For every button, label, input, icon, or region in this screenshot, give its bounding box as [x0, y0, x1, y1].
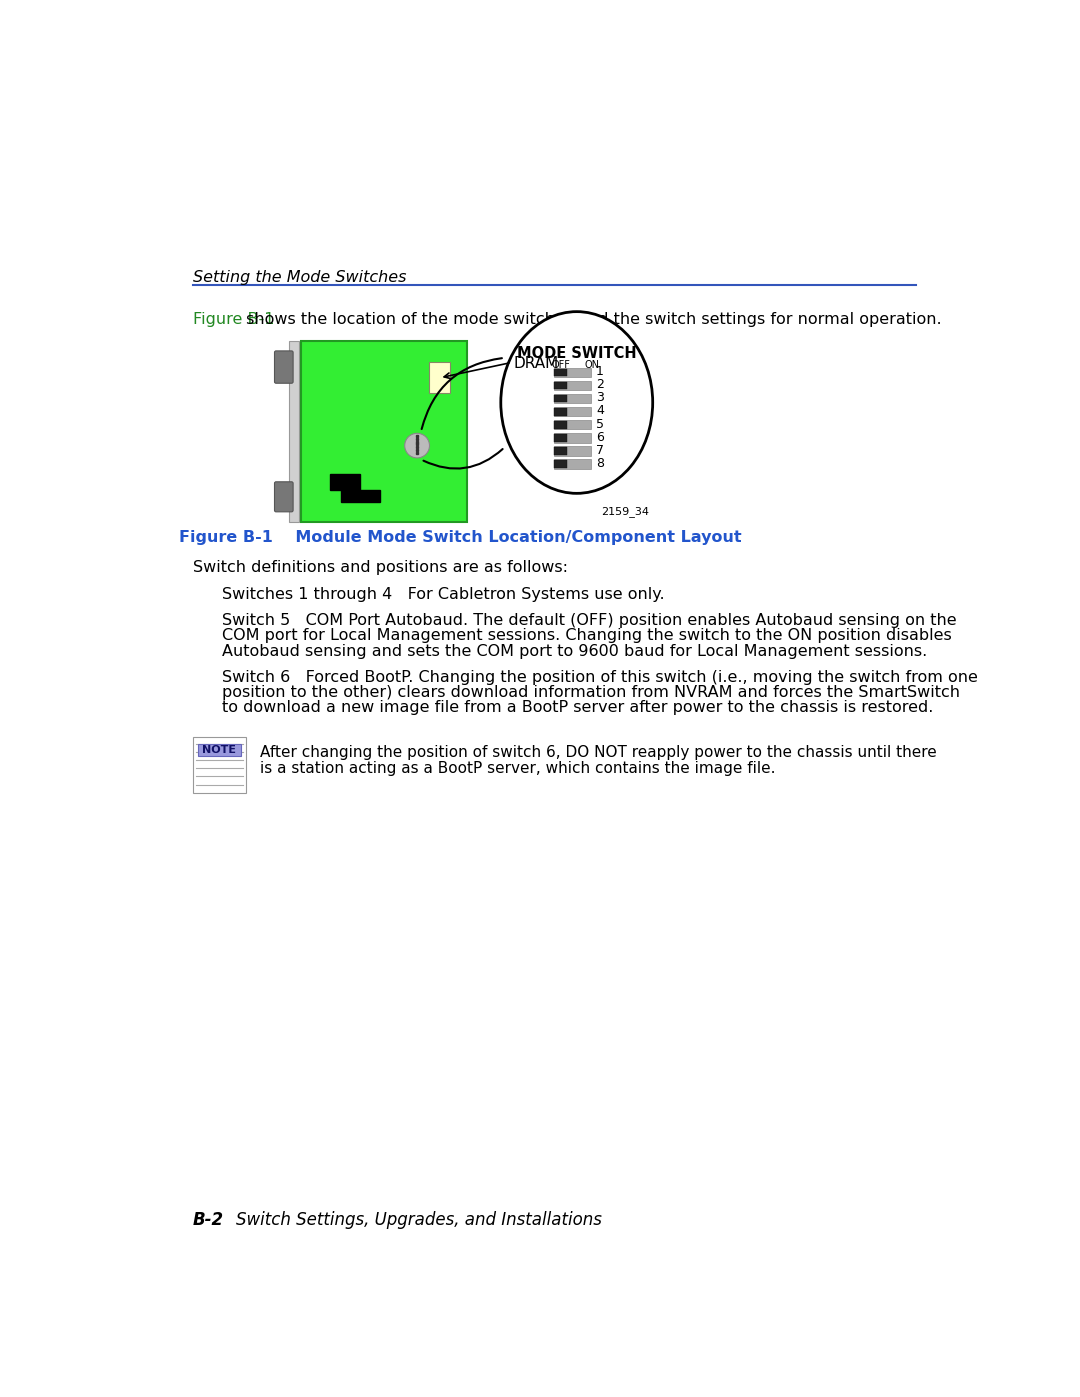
- Text: Switch 6   Forced BootP. Changing the position of this switch (i.e., moving the : Switch 6 Forced BootP. Changing the posi…: [221, 669, 977, 685]
- Text: COM port for Local Management sessions. Changing the switch to the ON position d: COM port for Local Management sessions. …: [221, 629, 951, 643]
- Bar: [554, 367, 591, 377]
- Text: is a station acting as a BootP server, which contains the image file.: is a station acting as a BootP server, w…: [260, 760, 775, 775]
- Bar: [554, 460, 567, 468]
- Bar: [554, 447, 567, 455]
- FancyBboxPatch shape: [274, 482, 293, 511]
- Ellipse shape: [501, 312, 652, 493]
- Text: MODE SWITCH: MODE SWITCH: [517, 346, 636, 362]
- Text: to download a new image file from a BootP server after power to the chassis is r: to download a new image file from a Boot…: [221, 700, 933, 715]
- Bar: [301, 341, 468, 522]
- Bar: [193, 738, 246, 793]
- Bar: [554, 381, 567, 390]
- Text: NOTE: NOTE: [202, 745, 237, 754]
- Bar: [330, 474, 360, 489]
- Text: After changing the position of switch 6, DO NOT reapply power to the chassis unt: After changing the position of switch 6,…: [260, 745, 936, 760]
- Text: shows the location of the mode switches and the switch settings for normal opera: shows the location of the mode switches …: [241, 313, 942, 327]
- Text: Figure B-1: Figure B-1: [193, 313, 274, 327]
- Bar: [198, 743, 241, 756]
- Bar: [554, 369, 567, 376]
- Bar: [554, 420, 567, 429]
- Bar: [554, 408, 567, 415]
- Bar: [429, 362, 450, 393]
- Text: ON: ON: [584, 360, 599, 370]
- Text: Switch definitions and positions are as follows:: Switch definitions and positions are as …: [193, 560, 568, 576]
- Text: 4: 4: [596, 405, 604, 418]
- Bar: [289, 341, 298, 522]
- Text: Switch 5   COM Port Autobaud. The default (OFF) position enables Autobaud sensin: Switch 5 COM Port Autobaud. The default …: [221, 613, 957, 627]
- Bar: [554, 395, 567, 402]
- Text: 3: 3: [596, 391, 604, 404]
- FancyBboxPatch shape: [274, 351, 293, 383]
- Text: Figure B-1    Module Mode Switch Location/Component Layout: Figure B-1 Module Mode Switch Location/C…: [179, 529, 742, 545]
- Text: Setting the Mode Switches: Setting the Mode Switches: [193, 270, 407, 285]
- Circle shape: [405, 433, 430, 458]
- Bar: [554, 381, 591, 390]
- Text: 7: 7: [596, 444, 604, 457]
- Bar: [341, 489, 380, 502]
- Text: B-2: B-2: [193, 1211, 225, 1229]
- Bar: [554, 434, 567, 441]
- Text: Switches 1 through 4   For Cabletron Systems use only.: Switches 1 through 4 For Cabletron Syste…: [221, 587, 664, 602]
- Text: Autobaud sensing and sets the COM port to 9600 baud for Local Management session: Autobaud sensing and sets the COM port t…: [221, 644, 927, 658]
- Text: position to the other) clears download information from NVRAM and forces the Sma: position to the other) clears download i…: [221, 685, 960, 700]
- Bar: [554, 460, 591, 469]
- Text: OFF: OFF: [552, 360, 570, 370]
- Bar: [554, 433, 591, 443]
- Text: 2: 2: [596, 379, 604, 391]
- Text: 6: 6: [596, 430, 604, 444]
- Bar: [554, 420, 591, 429]
- Text: Switch Settings, Upgrades, and Installations: Switch Settings, Upgrades, and Installat…: [235, 1211, 602, 1229]
- Text: 2159_34: 2159_34: [600, 507, 649, 517]
- Bar: [554, 394, 591, 404]
- Text: DRAM: DRAM: [513, 356, 558, 372]
- Text: 8: 8: [596, 457, 604, 469]
- Text: 1: 1: [596, 365, 604, 379]
- Bar: [554, 407, 591, 416]
- Text: 5: 5: [596, 418, 604, 430]
- Bar: [554, 447, 591, 455]
